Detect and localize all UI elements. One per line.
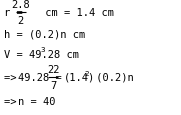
Text: =>: =>: [4, 72, 22, 82]
Text: V = 49.28 cm: V = 49.28 cm: [4, 49, 79, 59]
Text: cm = 1.4 cm: cm = 1.4 cm: [39, 8, 114, 18]
Text: =>: =>: [4, 96, 22, 106]
Text: (1.4): (1.4): [64, 72, 96, 82]
Text: 22: 22: [47, 64, 60, 74]
Text: 2: 2: [18, 16, 24, 26]
Text: h = (0.2)n cm: h = (0.2)n cm: [4, 30, 85, 39]
Text: 3: 3: [41, 47, 45, 53]
Text: 49.28 =: 49.28 =: [18, 72, 68, 82]
Text: 7: 7: [50, 80, 56, 90]
Text: 2: 2: [84, 70, 89, 76]
Text: 2.8: 2.8: [11, 0, 30, 10]
Text: (0.2)n: (0.2)n: [90, 72, 134, 82]
Text: n = 40: n = 40: [18, 96, 56, 106]
Text: r =: r =: [4, 8, 29, 18]
